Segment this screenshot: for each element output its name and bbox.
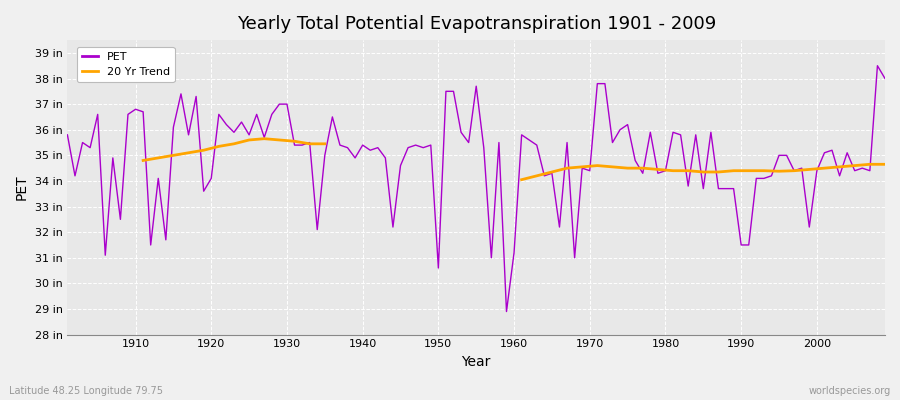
X-axis label: Year: Year (462, 355, 490, 369)
Text: Latitude 48.25 Longitude 79.75: Latitude 48.25 Longitude 79.75 (9, 386, 163, 396)
Y-axis label: PET: PET (15, 174, 29, 200)
Legend: PET, 20 Yr Trend: PET, 20 Yr Trend (77, 47, 175, 82)
Text: worldspecies.org: worldspecies.org (809, 386, 891, 396)
Title: Yearly Total Potential Evapotranspiration 1901 - 2009: Yearly Total Potential Evapotranspiratio… (237, 15, 716, 33)
